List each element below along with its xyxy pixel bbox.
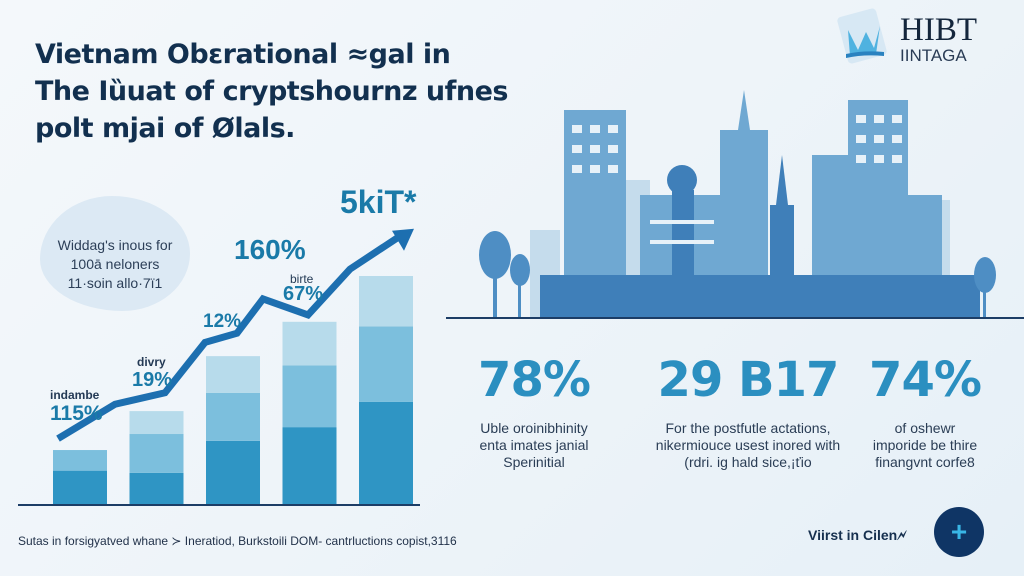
plus-button[interactable]: + <box>934 507 984 557</box>
bar-segment <box>282 321 337 366</box>
title-line: The Iȕuat of cryptshournz ufnes <box>35 76 509 107</box>
bar-segment <box>206 392 260 441</box>
stat-line: finangvnt corfe8 <box>875 454 975 470</box>
bar-segment <box>129 434 184 473</box>
bar-segment <box>129 411 184 435</box>
bar-segment <box>206 440 260 505</box>
callout-line: 11·soin allo·7ï1 <box>67 275 163 291</box>
callout-bubble <box>40 196 190 311</box>
annotation-value: 12% <box>203 311 242 332</box>
city-skyline-illustration <box>446 90 1024 319</box>
stat-value: 74% <box>869 352 982 408</box>
bar-segment <box>282 365 337 428</box>
page-title: Vietnam Obεrational ≈gal in The Iȕuat of… <box>35 36 509 147</box>
stat-card: 74% of oshewr imporide be thire finangvn… <box>825 352 1024 471</box>
source-footnote: Sutas in forsigyatved whane ≻ Ineratiod,… <box>18 534 457 548</box>
plus-icon: + <box>950 516 968 547</box>
stat-line: Uble oroinibhinity <box>480 420 588 436</box>
stat-line: (rdri. ig hald sice,¡ťio <box>684 454 812 470</box>
arrow-head-icon <box>392 228 414 251</box>
callout-text: Widdag's inous for 100ā nelоners 11·soin… <box>30 236 200 293</box>
stat-line: nikermiouce usest inored with <box>655 437 841 453</box>
stat-line: of oshewr <box>894 420 956 436</box>
stat-description: Uble oroinibhinity enta imates janial Sp… <box>434 420 634 471</box>
bar-segment <box>359 401 413 505</box>
bar-segment <box>53 470 107 505</box>
bar-segment <box>282 427 337 505</box>
stat-line: For the postfutle actations, <box>665 420 831 436</box>
stat-card: 78% Uble oroinibhinity enta imates jania… <box>434 352 634 471</box>
annotation-value: 67% <box>283 283 324 305</box>
growth-chart <box>18 228 420 506</box>
title-line: Vietnam Obεrational ≈gal in <box>35 39 451 70</box>
stat-description: For the postfutle actations, nikermiouce… <box>628 420 868 471</box>
bar-segment <box>206 356 260 393</box>
stat-line: imporide be thire <box>872 437 978 453</box>
callout-line: Widdag's inous for <box>57 237 173 253</box>
bar-segment <box>129 472 184 505</box>
annotation-label: divry <box>137 355 166 369</box>
trend-line <box>56 231 404 442</box>
stat-line: Sperinitial <box>503 454 565 470</box>
bar-segment <box>359 326 413 402</box>
stat-card: 29 B17 For the postfutle actations, nike… <box>628 352 868 471</box>
annotation-label: indambe <box>50 388 100 402</box>
annotation-value: 5kiT* <box>340 184 417 220</box>
annotation-value: 19% <box>132 369 173 391</box>
title-line: polt mjai of Ølals. <box>35 113 295 144</box>
bar-segment <box>359 276 413 327</box>
annotation-value: 115% <box>50 402 103 425</box>
logo-subtitle: IINTAGA <box>900 46 967 65</box>
annotation-label: birte <box>290 272 314 286</box>
bar-segment <box>53 450 107 471</box>
stat-value: 78% <box>478 352 591 408</box>
logo-icon <box>837 8 887 64</box>
stat-line: enta imates janial <box>479 437 589 453</box>
cta-link[interactable]: Viirst in Cilen🗲 <box>808 527 907 543</box>
stat-value: 29 B17 <box>657 352 840 408</box>
callout-line: 100ā nelоners <box>70 256 160 272</box>
stat-description: of oshewr imporide be thire finangvnt co… <box>825 420 1024 471</box>
annotation-value: 160% <box>234 234 306 265</box>
logo-text: HIBT <box>900 12 977 48</box>
